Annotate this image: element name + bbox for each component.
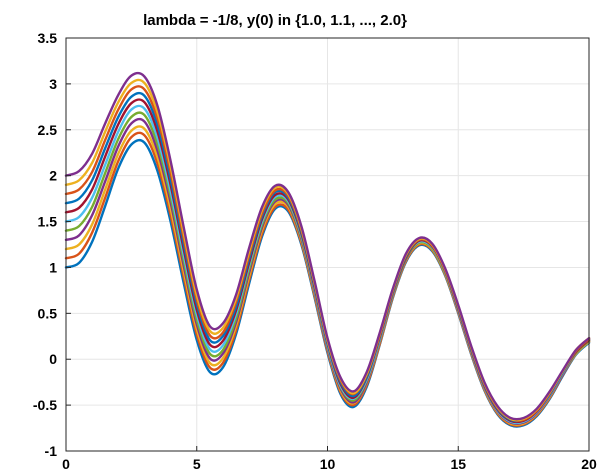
x-tick-label: 15 [450, 456, 466, 472]
grid-lines [65, 37, 590, 452]
x-axis: 0 5 10 15 20 [62, 446, 597, 472]
x-tick-label: 0 [62, 456, 70, 472]
chart-title: lambda = -1/8, y(0) in {1.0, 1.1, ..., 2… [143, 12, 407, 29]
y-tick-label: -1 [45, 443, 58, 459]
y-tick-label: 2.5 [38, 122, 58, 138]
y-tick-label: 2 [49, 168, 57, 184]
series-line-11 [64, 71, 591, 421]
y-tick-label: 1 [49, 259, 57, 275]
x-tick-label: 10 [320, 456, 336, 472]
y-tick-label: -0.5 [33, 397, 57, 413]
y-tick-label: 3.5 [38, 30, 58, 46]
series-layer [64, 71, 591, 428]
y-tick-label: 1.5 [38, 214, 58, 230]
y-tick-label: 3 [49, 76, 57, 92]
y-axis: -1 -0.5 0 0.5 1 1.5 2 2.5 3 3.5 [33, 30, 71, 459]
y-tick-label: 0.5 [38, 305, 58, 321]
y-tick-label: 0 [49, 351, 57, 367]
x-tick-label: 20 [581, 456, 597, 472]
x-tick-label: 5 [193, 456, 201, 472]
